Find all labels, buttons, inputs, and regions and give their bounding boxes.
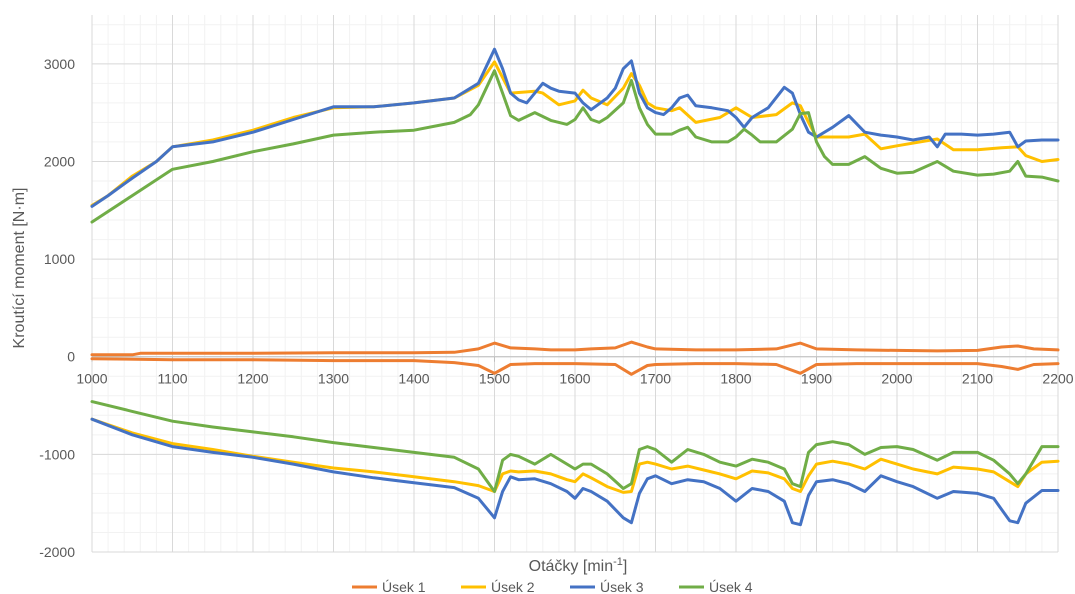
x-tick-label: 2000 [881,371,912,387]
y-tick-label: -2000 [39,544,75,560]
legend-label-usek-3: Úsek 3 [600,579,644,594]
x-tick-label: 1500 [479,371,510,387]
legend-label-usek-2: Úsek 2 [491,579,535,594]
y-tick-labels: -2000 -1000 0 1000 2000 3000 [39,56,75,560]
series-line-usek-1-upper [90,340,1060,357]
series-line-usek-3-lower [90,417,1060,527]
x-tick-label: 2200 [1042,371,1073,387]
x-tick-label: 1600 [559,371,590,387]
legend: Úsek 1 Úsek 2 Úsek 3 Úsek 4 [352,579,753,594]
x-tick-labels: 1000 1100 1200 1300 1400 1500 1600 1700 1800 1900… [76,371,1073,387]
series-line-usek-3-upper [90,47,1060,208]
x-axis-title-superscript: -1 [613,556,623,568]
series-line-usek-4-upper [90,69,1060,224]
y-tick-label: -1000 [39,446,75,462]
x-tick-label: 1000 [76,371,107,387]
series-line-usek-2-lower [90,417,1060,494]
x-axis-title: Otáčky [min-1] [529,556,628,575]
y-tick-label: 2000 [44,153,75,169]
x-tick-label: 1700 [640,371,671,387]
x-tick-label: 1100 [157,371,187,387]
y-tick-label: 3000 [44,56,75,72]
y-tick-label: 1000 [44,251,75,267]
x-tick-label: 1200 [237,371,268,387]
x-tick-label: 1400 [398,371,429,387]
legend-label-usek-1: Úsek 1 [382,579,426,594]
x-axis-title-main: Otáčky [min [529,558,613,575]
x-axis-title-end: ] [623,558,627,575]
y-axis-title: Kroutící moment [N·m] [11,188,28,349]
y-tick-label: 0 [67,349,75,365]
series-line-usek-4-lower [90,400,1060,493]
x-tick-label: 1800 [720,371,751,387]
series-line-usek-1-lower [90,357,1060,376]
legend-label-usek-4: Úsek 4 [709,579,753,594]
x-tick-label: 1900 [801,371,832,387]
series-lines [90,47,1060,527]
x-tick-label: 2100 [962,371,993,387]
x-tick-label: 1300 [318,371,349,387]
